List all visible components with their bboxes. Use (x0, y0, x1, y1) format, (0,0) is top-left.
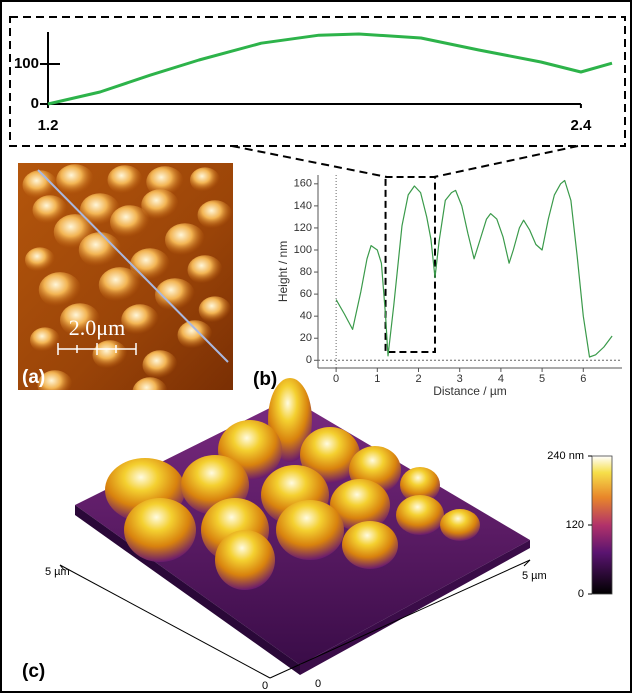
scale-bar-label: 2.0μm (69, 315, 125, 340)
afm-grain (110, 205, 150, 239)
x-tick-label: 3 (457, 373, 463, 385)
x-tick-label: 6 (580, 373, 586, 385)
y-tick-label: 100 (294, 244, 312, 256)
surface-peak (124, 498, 196, 562)
afm-grain (198, 200, 233, 229)
surface-peak (276, 500, 344, 560)
y-tick-label: 0 (31, 95, 39, 112)
afm-grain (99, 267, 142, 303)
data-line (336, 181, 612, 358)
y-tick-label: 20 (300, 332, 312, 344)
afm-grain (56, 164, 94, 196)
y-tick-label: 100 (14, 55, 39, 72)
x-tick-label: 4 (498, 373, 504, 385)
colorbar (592, 456, 612, 594)
afm-grain (133, 377, 168, 406)
data-line (48, 34, 612, 104)
x-tick-label: 0 (333, 373, 339, 385)
x-tick-label: 1.2 (38, 117, 59, 134)
colorbar-tick-label: 120 (566, 519, 584, 531)
afm-grain (188, 255, 223, 284)
zoom-connector (434, 146, 578, 177)
afm-grain (143, 350, 178, 379)
afm-image (18, 163, 233, 407)
afm-grain (121, 304, 159, 336)
page: 2.0μm (a) (b) (c) 5 µm 5 µm 0 0 240 nm12… (0, 0, 632, 693)
y-tick-label: 160 (294, 178, 312, 190)
surface-axis-label: 5 µm (522, 570, 547, 582)
afm-grain (165, 223, 205, 257)
afm-grain (190, 167, 220, 192)
surface-peak (440, 509, 480, 541)
zoom-connector (232, 146, 387, 177)
surface-peak (342, 521, 398, 569)
surface-peak (396, 495, 444, 535)
colorbar-tick-label: 240 nm (547, 450, 584, 462)
afm-grain (108, 165, 143, 194)
afm-grain (25, 247, 55, 272)
afm-grain (39, 272, 82, 308)
panel-label: (a) (22, 367, 45, 388)
colorbar-tick-label: 0 (578, 588, 584, 600)
afm-grain (178, 320, 213, 349)
y-tick-label: 40 (300, 310, 312, 322)
afm-grain (79, 232, 122, 268)
panel-label: (c) (22, 661, 45, 682)
x-tick-label: 5 (539, 373, 545, 385)
surface-axis-label: 5 µm (45, 566, 70, 578)
panel-label: (b) (253, 369, 277, 390)
y-axis-label: Height / nm (276, 241, 290, 302)
surface-axis-label: 0 (315, 678, 321, 690)
x-tick-label: 2 (415, 373, 421, 385)
y-tick-label: 120 (294, 222, 312, 234)
x-tick-label: 2.4 (570, 117, 592, 134)
y-tick-label: 60 (300, 288, 312, 300)
y-tick-label: 140 (294, 200, 312, 212)
zoom-region (386, 177, 435, 352)
afm-grain (199, 296, 232, 323)
surface-peak (215, 530, 275, 590)
afm-grain (30, 327, 60, 352)
x-axis-label: Distance / µm (433, 384, 507, 398)
x-tick-label: 1 (374, 373, 380, 385)
y-tick-label: 0 (306, 354, 312, 366)
y-tick-label: 80 (300, 266, 312, 278)
surface-axis-label: 0 (262, 680, 268, 692)
surface-plot (75, 378, 530, 675)
figure: 2.0μm (a) (b) (c) 5 µm 5 µm 0 0 240 nm12… (0, 0, 632, 693)
